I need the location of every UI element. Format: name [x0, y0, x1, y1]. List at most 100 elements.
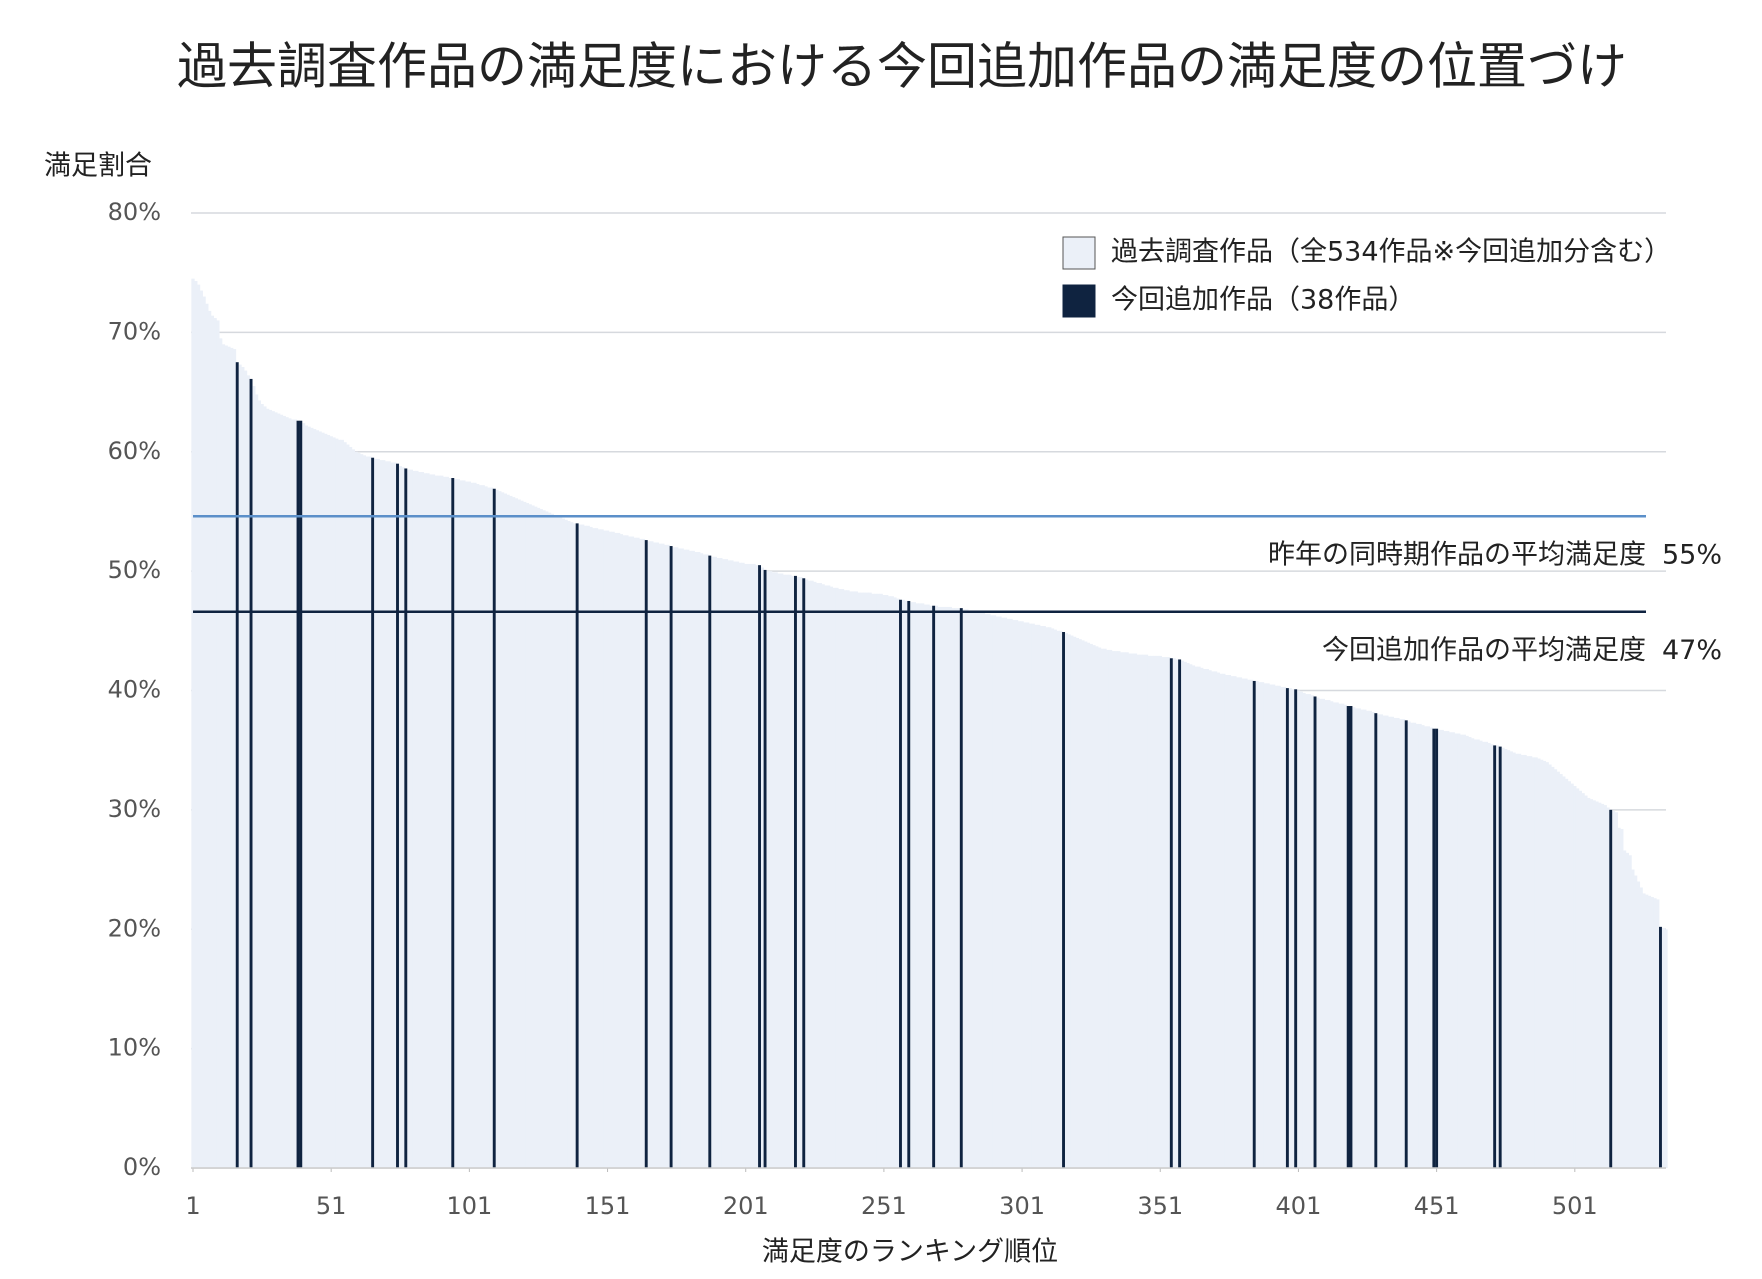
past-bar: [1352, 707, 1356, 1168]
past-bar: [766, 571, 770, 1168]
past-bar: [1291, 689, 1295, 1168]
past-bar: [1445, 731, 1450, 1168]
past-bar: [978, 612, 983, 1168]
past-bar: [1338, 703, 1342, 1168]
past-bar: [838, 589, 842, 1168]
past-bar: [1327, 700, 1331, 1168]
past-bar: [813, 581, 817, 1168]
past-bar: [1423, 726, 1428, 1168]
past-bar: [545, 511, 549, 1168]
past-bar: [614, 532, 618, 1168]
past-bar: [1302, 692, 1306, 1168]
past-bar: [1661, 928, 1665, 1168]
past-bar: [1122, 652, 1127, 1168]
past-bar: [639, 538, 643, 1168]
past-bar: [199, 290, 203, 1168]
past-bar: [1581, 793, 1585, 1168]
past-bar: [915, 603, 919, 1168]
past-bar: [1108, 649, 1113, 1168]
past-bar: [1484, 741, 1489, 1168]
past-bar: [727, 560, 731, 1168]
past-bar: [191, 278, 195, 1168]
past-bar: [337, 439, 342, 1168]
new-bar: [763, 569, 767, 1168]
past-bar: [1318, 698, 1323, 1168]
past-bar: [680, 548, 684, 1168]
past-bar: [1241, 678, 1245, 1168]
past-bar: [1100, 648, 1104, 1168]
past-bar: [1036, 624, 1041, 1168]
past-bar: [954, 608, 958, 1168]
past-bar: [824, 585, 828, 1168]
past-bar: [1067, 634, 1071, 1168]
past-bar: [1495, 745, 1500, 1168]
past-bar: [1064, 633, 1068, 1168]
past-bar: [860, 592, 864, 1168]
past-bar: [531, 505, 535, 1168]
new-bar: [899, 599, 902, 1168]
past-bar: [534, 506, 538, 1169]
past-bar: [376, 458, 380, 1169]
new-bar: [1294, 689, 1298, 1168]
past-bar: [785, 574, 789, 1168]
past-bar: [453, 479, 458, 1168]
past-bar: [293, 419, 297, 1168]
past-bar: [1650, 897, 1654, 1168]
past-bar: [268, 409, 273, 1168]
past-bar: [788, 574, 792, 1168]
new-bar: [299, 420, 303, 1168]
past-bar: [896, 598, 900, 1168]
past-bar: [1376, 714, 1381, 1168]
past-bar: [965, 609, 969, 1168]
past-bar: [1092, 645, 1096, 1168]
past-bar: [1363, 709, 1367, 1168]
past-bar: [1324, 700, 1328, 1168]
legend-label: 過去調査作品（全534作品※今回追加分含む）: [1111, 237, 1671, 268]
past-bar: [721, 559, 726, 1168]
past-bar: [1205, 669, 1209, 1168]
past-bar: [528, 504, 532, 1168]
past-bar: [315, 430, 320, 1168]
past-bar: [265, 408, 270, 1168]
past-bar: [777, 573, 781, 1168]
past-bar: [238, 364, 242, 1168]
past-bar: [511, 497, 516, 1168]
new-bar: [1498, 746, 1502, 1168]
past-bar: [683, 549, 687, 1168]
past-bar: [1470, 738, 1475, 1168]
past-bar: [843, 590, 847, 1168]
past-bar: [448, 478, 452, 1168]
past-bar: [1578, 790, 1583, 1168]
past-bar: [1114, 651, 1118, 1168]
past-bar: [1147, 655, 1151, 1168]
past-bar: [517, 499, 521, 1168]
past-bar: [1097, 647, 1102, 1168]
past-bar: [1288, 688, 1292, 1168]
past-bar: [1584, 795, 1588, 1168]
new-bar: [492, 488, 496, 1169]
past-bar: [732, 561, 737, 1168]
new-bar: [708, 555, 712, 1168]
past-bar: [578, 524, 582, 1168]
past-bar: [368, 456, 372, 1168]
past-bar: [694, 552, 698, 1168]
past-bar: [301, 423, 306, 1169]
past-bar: [1244, 678, 1248, 1168]
past-bar: [1620, 828, 1624, 1168]
past-bar: [426, 473, 430, 1168]
past-bar: [224, 345, 228, 1169]
past-bar: [243, 370, 248, 1168]
x-tick-label: 501: [1552, 1192, 1598, 1220]
past-bar: [893, 597, 897, 1168]
past-bar: [666, 544, 671, 1168]
past-bar: [1183, 661, 1187, 1168]
past-bar: [611, 531, 615, 1168]
past-bar: [1222, 673, 1226, 1168]
new-bar: [907, 600, 911, 1168]
past-bar: [467, 481, 472, 1168]
past-bar: [791, 575, 795, 1168]
past-bar: [290, 419, 295, 1168]
past-bar: [882, 595, 886, 1168]
past-bar: [1354, 708, 1359, 1168]
past-bar: [558, 517, 563, 1168]
